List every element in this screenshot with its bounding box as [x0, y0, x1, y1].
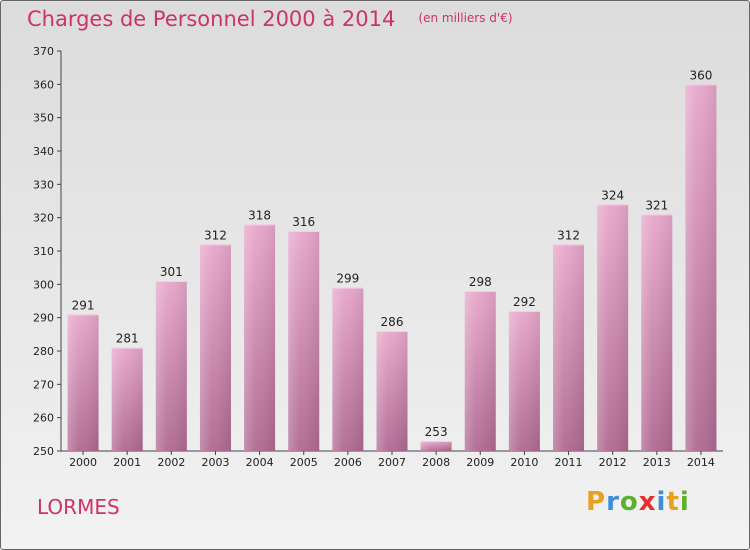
- logo-letter: t: [666, 487, 680, 517]
- bar-sheen: [508, 311, 540, 451]
- data-label-2005: 316: [292, 215, 315, 229]
- data-label-2001: 281: [116, 332, 139, 346]
- bar-sheen: [553, 244, 585, 451]
- y-tick-label: 300: [33, 278, 54, 291]
- bar-sheen: [244, 224, 276, 451]
- y-tick-label: 280: [33, 345, 54, 358]
- bar-sheen: [199, 244, 231, 451]
- bar-sheen: [332, 287, 364, 451]
- x-tick-label-2006: 2006: [334, 456, 362, 469]
- commune-name: LORMES: [37, 495, 120, 519]
- data-label-2004: 318: [248, 208, 271, 222]
- x-tick-label-2005: 2005: [290, 456, 318, 469]
- y-tick-label: 350: [33, 112, 54, 125]
- bar-sheen: [420, 441, 452, 451]
- logo-letter: r: [606, 487, 620, 517]
- chart-title: Charges de Personnel 2000 à 2014: [27, 7, 396, 31]
- data-label-2002: 301: [160, 265, 183, 279]
- bar-sheen: [67, 314, 99, 451]
- chart-subtitle: (en milliers d'€): [418, 11, 513, 25]
- x-tick-label-2001: 2001: [113, 456, 141, 469]
- axes: 250 260 270 280 290 300 310 320 330 340 350 360 370 2…: [33, 45, 723, 469]
- x-tick-label-2003: 2003: [201, 456, 229, 469]
- y-tick-label: 360: [33, 78, 54, 91]
- x-tick-label-2012: 2012: [599, 456, 627, 469]
- data-label-2014: 360: [689, 68, 712, 82]
- bar-sheen: [376, 331, 408, 451]
- bar-sheen: [685, 84, 717, 451]
- y-tick-label: 330: [33, 178, 54, 191]
- x-tick-label-2002: 2002: [157, 456, 185, 469]
- logo-letter: o: [619, 487, 639, 517]
- logo-letter: x: [638, 487, 657, 517]
- y-tick-label: 290: [33, 312, 54, 325]
- data-label-2000: 291: [72, 298, 95, 312]
- title-row: Charges de Personnel 2000 à 2014 (en mil…: [27, 7, 513, 31]
- y-tick-label: 310: [33, 245, 54, 258]
- x-tick-label-2011: 2011: [555, 456, 583, 469]
- bar-sheen: [111, 347, 143, 451]
- data-label-2006: 299: [336, 272, 359, 286]
- y-tick-label: 370: [33, 45, 54, 58]
- y-tick-label: 340: [33, 145, 54, 158]
- data-label-2008: 253: [425, 425, 448, 439]
- data-label-2003: 312: [204, 228, 227, 242]
- x-tick-label-2004: 2004: [246, 456, 274, 469]
- bar-sheen: [641, 214, 673, 451]
- logo-letter: i: [679, 487, 690, 517]
- labels: 291 281 301 312 318 316 299 286 253 298 292 312 324 3…: [72, 68, 713, 439]
- x-tick-label-2009: 2009: [466, 456, 494, 469]
- y-tick-label: 250: [33, 445, 54, 458]
- x-tick-label-2007: 2007: [378, 456, 406, 469]
- bar-sheen: [464, 291, 496, 451]
- x-tick-label-2014: 2014: [687, 456, 715, 469]
- x-tick-label-2013: 2013: [643, 456, 671, 469]
- bars: [67, 84, 717, 451]
- data-label-2013: 321: [645, 198, 668, 212]
- bar-sheen: [597, 204, 629, 451]
- bar-sheen: [155, 281, 187, 451]
- y-tick-label: 260: [33, 412, 54, 425]
- logo-letter: i: [656, 487, 667, 517]
- data-label-2009: 298: [469, 275, 492, 289]
- data-label-2010: 292: [513, 295, 536, 309]
- data-label-2012: 324: [601, 188, 624, 202]
- bar-sheen: [288, 231, 320, 451]
- logo-letter: P: [586, 487, 607, 517]
- y-tick-label: 320: [33, 212, 54, 225]
- x-tick-label-2010: 2010: [510, 456, 538, 469]
- x-tick-label-2000: 2000: [69, 456, 97, 469]
- y-tick-label: 270: [33, 378, 54, 391]
- data-label-2011: 312: [557, 228, 580, 242]
- proxiti-logo: Proxiti: [586, 487, 690, 517]
- x-tick-label-2008: 2008: [422, 456, 450, 469]
- data-label-2007: 286: [381, 315, 404, 329]
